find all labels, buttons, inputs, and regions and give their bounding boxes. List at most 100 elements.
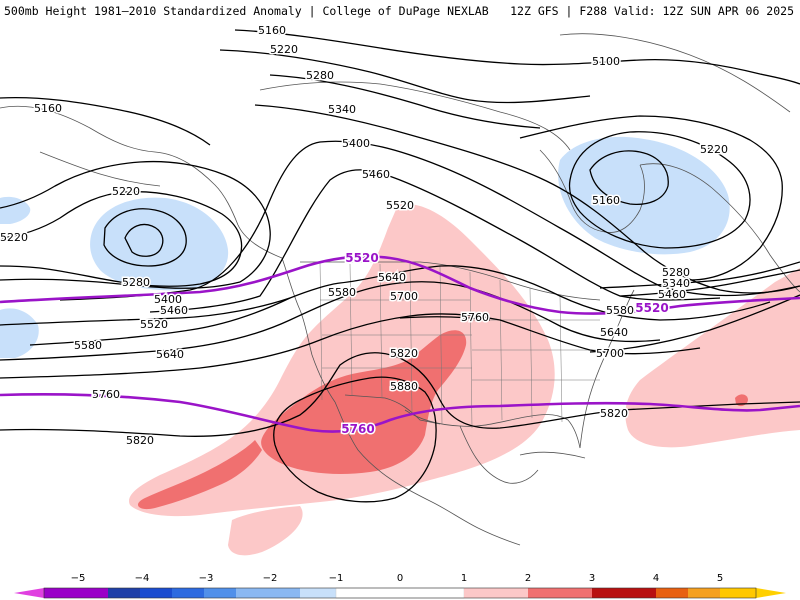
colorbar-tick: 5 <box>716 573 724 584</box>
anomaly-map: 5160 5220 5280 5340 5400 5460 5520 5580 … <box>0 23 800 556</box>
contour-label: 5220 <box>270 43 298 56</box>
map-header: 500mb Height 1981–2010 Standardized Anom… <box>0 0 800 22</box>
colorbar-segment <box>656 588 688 598</box>
colorbar-tick: 1 <box>460 573 468 584</box>
baja-mexico-coast <box>334 401 521 546</box>
contour-5760-highlight <box>0 392 800 433</box>
colorbar-segment <box>236 588 300 598</box>
gulf-coast <box>404 409 581 449</box>
neg-anomaly-alaska-w <box>0 196 31 224</box>
highlight-label-5760-south: 5760 <box>341 422 374 436</box>
contour-label: 5340 <box>328 103 356 116</box>
colorbar-segment <box>44 588 108 598</box>
contour-5280-aleutian <box>0 160 271 289</box>
contour-label: 5580 <box>328 286 356 299</box>
pos-anomaly-baja-tail <box>228 506 303 556</box>
atlantic-coast <box>579 289 635 449</box>
alaska-coast <box>0 105 283 259</box>
contour-label: 5520 <box>386 199 414 212</box>
colorbar-segment <box>204 588 236 598</box>
colorbar-tick: −5 <box>70 573 86 584</box>
colorbar-segment <box>172 588 204 598</box>
contour-label: 5400 <box>342 137 370 150</box>
colorbar-segment <box>140 588 172 598</box>
contour-5160-west <box>0 96 211 146</box>
us-mexico-border <box>344 394 441 425</box>
contour-label: 5700 <box>390 290 418 303</box>
contour-label: 5700 <box>596 347 624 360</box>
contour-5220-north <box>219 49 591 104</box>
contour-5220-hudson <box>568 131 751 249</box>
contour-label: 5220 <box>112 185 140 198</box>
aleutians <box>39 151 161 187</box>
colorbar-segment <box>335 587 465 599</box>
mexico-yucatan <box>459 425 539 484</box>
contour-label: 5460 <box>658 288 686 301</box>
pos-anomaly-core <box>261 330 467 474</box>
colorbar-segment <box>464 588 528 598</box>
contour-5580 <box>29 265 771 346</box>
contour-label: 5460 <box>362 168 390 181</box>
contour-5640 <box>0 281 661 361</box>
contour-label: 5220 <box>700 143 728 156</box>
contour-label: 5640 <box>600 326 628 339</box>
neg-anomaly-pacific-w <box>0 308 39 358</box>
contour-labels: 5160 5220 5280 5340 5400 5460 5520 5580 … <box>0 23 730 449</box>
colorbar-segment <box>720 588 756 598</box>
contour-5520-south <box>0 297 291 326</box>
model-run-info: 12Z GFS | F288 Valid: 12Z SUN APR 06 202… <box>510 4 794 18</box>
colorbar-segment <box>528 588 592 598</box>
contour-5160-hudson <box>589 150 669 206</box>
colorbar-tick: −2 <box>262 573 278 584</box>
colorbar-right-arrow <box>756 588 786 598</box>
highlight-contours <box>0 255 800 433</box>
contour-5760-north <box>399 316 491 321</box>
colorbar-segment <box>688 588 720 598</box>
state-lines-e <box>472 279 610 423</box>
contour-5160-north <box>234 29 800 85</box>
contour-label: 5580 <box>606 304 634 317</box>
contour-label: 5520 <box>140 318 168 331</box>
highlight-label-5520-east: 5520 <box>635 301 668 315</box>
contour-label: 5340 <box>662 277 690 290</box>
contour-label: 5160 <box>592 194 620 207</box>
labrador-coast <box>639 163 800 293</box>
contour-label: 5640 <box>378 271 406 284</box>
contour-label: 5280 <box>662 266 690 279</box>
colorbar-tick: −1 <box>328 573 344 584</box>
greenland-coast <box>559 33 791 113</box>
colorbar-left-arrow <box>14 588 44 598</box>
contour-5700 <box>0 313 701 379</box>
contour-5700-east <box>589 294 800 353</box>
contour-5820 <box>0 352 800 437</box>
contour-label: 5220 <box>0 231 28 244</box>
cuba <box>519 451 586 459</box>
map-title: 500mb Height 1981–2010 Standardized Anom… <box>4 4 489 18</box>
contour-label: 5160 <box>258 24 286 37</box>
contour-5520-highlight <box>0 255 800 315</box>
neg-anomaly-aleutian <box>90 197 229 291</box>
colorbar-tick: 2 <box>524 573 532 584</box>
contour-5280-east <box>519 115 783 281</box>
pos-anomaly-west <box>129 204 555 517</box>
contour-label: 5760 <box>461 311 489 324</box>
colorbar-tick: 4 <box>652 573 660 584</box>
colorbar-tick: 3 <box>588 573 596 584</box>
contour-label: 5880 <box>390 380 418 393</box>
contour-5880 <box>273 376 437 503</box>
contour-label: 5580 <box>74 339 102 352</box>
pacific-nw-coast <box>281 257 336 403</box>
highlight-label-5520-north: 5520 <box>345 251 378 265</box>
colorbar: −5 −4 −3 −2 −1 0 1 2 3 4 5 <box>0 572 800 600</box>
contour-label: 5820 <box>600 407 628 420</box>
contour-label: 5280 <box>122 276 150 289</box>
colorbar-graphic <box>14 587 786 599</box>
contour-label: 5640 <box>156 348 184 361</box>
contour-5340 <box>254 104 800 294</box>
colorbar-segment <box>592 588 656 598</box>
colorbar-tick: −4 <box>134 573 150 584</box>
contour-label: 5160 <box>34 102 62 115</box>
contour-label: 5820 <box>126 434 154 447</box>
us-canada-border <box>300 261 601 301</box>
